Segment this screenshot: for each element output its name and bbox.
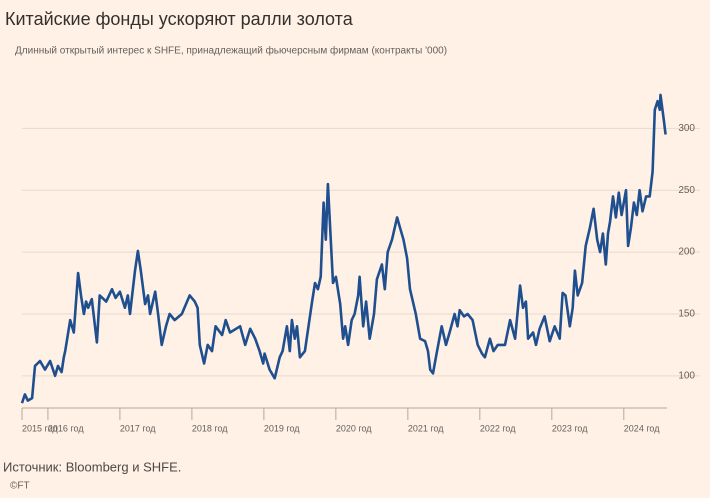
data-line [20, 93, 667, 404]
x-tick-label: 2018 год [192, 423, 228, 433]
x-tick-label: 2022 год [480, 423, 516, 433]
y-tick-label: 250 [678, 185, 695, 196]
x-tick-label: 2020 год [336, 423, 372, 433]
y-tick-label: 300 [678, 123, 695, 134]
x-tick-label: 2015 год [22, 423, 58, 433]
source: Источник: Bloomberg и SHFE. [3, 459, 181, 474]
chart-subtitle: Длинный открытый интерес к SHFE, принадл… [15, 45, 447, 57]
credit: ©FT [10, 481, 30, 492]
y-tick-label: 150 [678, 309, 695, 320]
x-tick-label: 2019 год [264, 423, 300, 433]
chart-title: Китайские фонды ускоряют ралли золота [5, 9, 354, 29]
x-tick-label: 2024 год [624, 423, 660, 433]
x-tick-label: 2017 год [120, 423, 156, 433]
y-tick-label: 100 [678, 370, 695, 381]
x-tick-label: 2023 год [552, 423, 588, 433]
y-tick-label: 200 [678, 247, 695, 258]
x-tick-label: 2021 год [408, 423, 444, 433]
x-tick-label: 2016 год [48, 423, 84, 433]
